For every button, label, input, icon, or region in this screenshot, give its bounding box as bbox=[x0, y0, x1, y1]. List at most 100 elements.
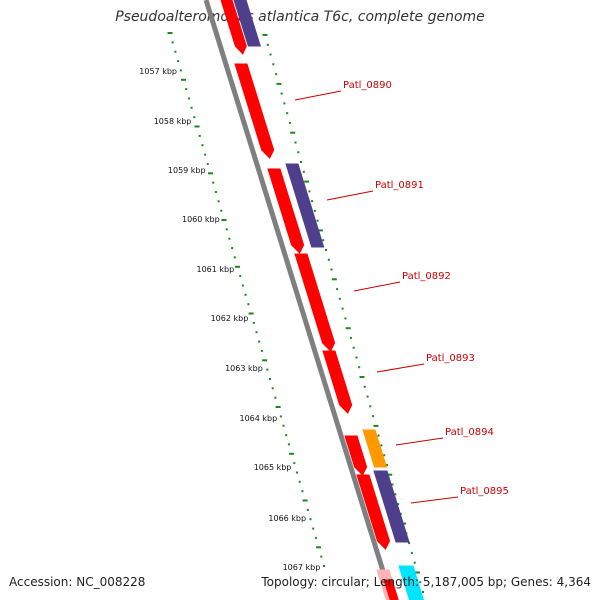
scale-dot bbox=[231, 247, 234, 250]
scale-dot bbox=[198, 134, 201, 137]
scale-dot bbox=[282, 424, 285, 427]
scale-dot bbox=[272, 63, 275, 66]
gene-feature-patl-0895a[interactable] bbox=[356, 474, 391, 550]
scale-major-tick bbox=[387, 473, 393, 476]
scale-major-tick bbox=[290, 131, 296, 134]
gene-feature-patl-0894[interactable] bbox=[362, 429, 388, 468]
scale-dot bbox=[258, 340, 261, 343]
scale-major-tick bbox=[302, 499, 308, 502]
scale-major-tick bbox=[359, 376, 365, 378]
kbp-tick-label: 1066 kbp bbox=[268, 514, 306, 523]
scale-dot bbox=[283, 102, 286, 105]
kbp-scale-labels: 1057 kbp 1058 kbp 1059 kbp 1060 kbp 1061 kbp… bbox=[139, 67, 320, 572]
scale-dot bbox=[294, 141, 297, 144]
scale-dot bbox=[363, 385, 366, 388]
scale-dot bbox=[413, 561, 416, 564]
scale-dot bbox=[185, 88, 188, 91]
gene-feature-patl-0891[interactable] bbox=[267, 168, 305, 254]
scale-dot bbox=[212, 181, 215, 184]
scale-major-tick bbox=[415, 571, 420, 574]
scale-major-tick bbox=[373, 424, 379, 427]
gene-label[interactable]: Patl_0892 bbox=[402, 271, 451, 282]
scale-dot bbox=[266, 43, 269, 46]
scale-major-tick bbox=[248, 312, 254, 315]
scale-dot bbox=[341, 307, 344, 310]
gene-feature[interactable] bbox=[383, 579, 399, 600]
scale-dot bbox=[260, 349, 263, 352]
kbp-tick-label: 1062 kbp bbox=[211, 314, 249, 323]
gene-label[interactable]: Patl_0895 bbox=[460, 486, 509, 497]
gene-label[interactable]: Patl_0893 bbox=[426, 353, 475, 364]
scale-major-tick bbox=[194, 125, 200, 128]
scale-dot bbox=[204, 153, 207, 156]
scale-dot bbox=[399, 512, 402, 515]
scale-dot bbox=[190, 106, 193, 109]
scale-dot bbox=[383, 454, 386, 457]
scale-dot bbox=[349, 336, 352, 339]
scale-dot bbox=[220, 209, 223, 212]
scale-dot bbox=[313, 209, 316, 212]
kbp-tick-label: 1064 kbp bbox=[239, 414, 277, 423]
scale-dot bbox=[322, 239, 325, 242]
gene-feature-patl-0890[interactable] bbox=[234, 63, 275, 159]
kbp-tick-label: 1065 kbp bbox=[254, 463, 292, 472]
scale-major-tick bbox=[317, 229, 323, 232]
gene-feature-patl-0891b[interactable] bbox=[285, 163, 325, 248]
scale-dot bbox=[244, 293, 247, 296]
gene-feature-patl-0893[interactable] bbox=[322, 350, 353, 414]
scale-major-tick bbox=[208, 172, 213, 175]
scale-dot bbox=[358, 366, 361, 369]
gene-label[interactable]: Patl_0890 bbox=[343, 80, 392, 91]
scale-dot bbox=[214, 191, 217, 193]
scale-dot bbox=[301, 490, 304, 493]
kbp-tick-label: 1063 kbp bbox=[225, 364, 263, 373]
scale-dot bbox=[377, 434, 380, 437]
kbp-tick-label: 1061 kbp bbox=[196, 265, 234, 274]
scale-dot bbox=[269, 53, 272, 56]
scale-dot bbox=[422, 591, 424, 593]
scale-dot bbox=[201, 144, 204, 147]
gene-feature-patl-0894a[interactable] bbox=[344, 435, 368, 476]
scale-dot bbox=[241, 284, 244, 287]
scale-major-tick bbox=[181, 78, 186, 81]
label-leader-line bbox=[353, 281, 401, 292]
topology-text: Topology: circular; Length: 5,187,005 bp… bbox=[261, 575, 591, 589]
gene-label[interactable]: Patl_0894 bbox=[445, 427, 494, 438]
scale-major-tick bbox=[167, 32, 173, 34]
label-leader-line bbox=[410, 496, 459, 504]
scale-dot bbox=[397, 503, 400, 506]
accession-text: Accession: NC_008228 bbox=[9, 575, 146, 589]
kbp-tick-label: 1060 kbp bbox=[182, 215, 220, 224]
label-leader-line bbox=[376, 363, 425, 373]
scale-dot bbox=[274, 396, 277, 399]
gene-label[interactable]: Patl_0891 bbox=[375, 180, 424, 191]
kbp-tick-label: 1057 kbp bbox=[139, 67, 177, 76]
gene-feature[interactable] bbox=[398, 565, 425, 600]
scale-dot bbox=[327, 258, 330, 261]
gene-feature[interactable] bbox=[233, 0, 261, 47]
scale-dot bbox=[355, 356, 358, 359]
scale-dot bbox=[369, 405, 372, 408]
kbp-tick-label: 1067 kbp bbox=[283, 563, 321, 572]
kbp-tick-label: 1058 kbp bbox=[154, 117, 192, 126]
scale-dot bbox=[293, 462, 296, 465]
scale-dot bbox=[330, 268, 333, 271]
gene-feature[interactable] bbox=[220, 0, 247, 55]
scale-dot bbox=[217, 200, 220, 203]
scale-major-tick bbox=[221, 219, 227, 221]
scale-dot bbox=[179, 69, 182, 72]
scale-dot bbox=[338, 297, 341, 300]
scale-dot bbox=[187, 97, 190, 100]
gene-features bbox=[220, 0, 425, 600]
scale-dot bbox=[288, 121, 291, 124]
label-leaders bbox=[294, 90, 459, 504]
gene-feature-patl-0892[interactable] bbox=[294, 253, 336, 352]
scale-dot bbox=[302, 170, 305, 173]
kbp-tick-label: 1059 kbp bbox=[168, 166, 206, 175]
gene-labels: Patl_0890 Patl_0891 Patl_0892 Patl_0893 Patl… bbox=[343, 80, 509, 497]
scale-dot bbox=[311, 200, 314, 203]
genome-backbone bbox=[203, 0, 395, 600]
gene-feature-patl-0895[interactable] bbox=[373, 470, 410, 543]
